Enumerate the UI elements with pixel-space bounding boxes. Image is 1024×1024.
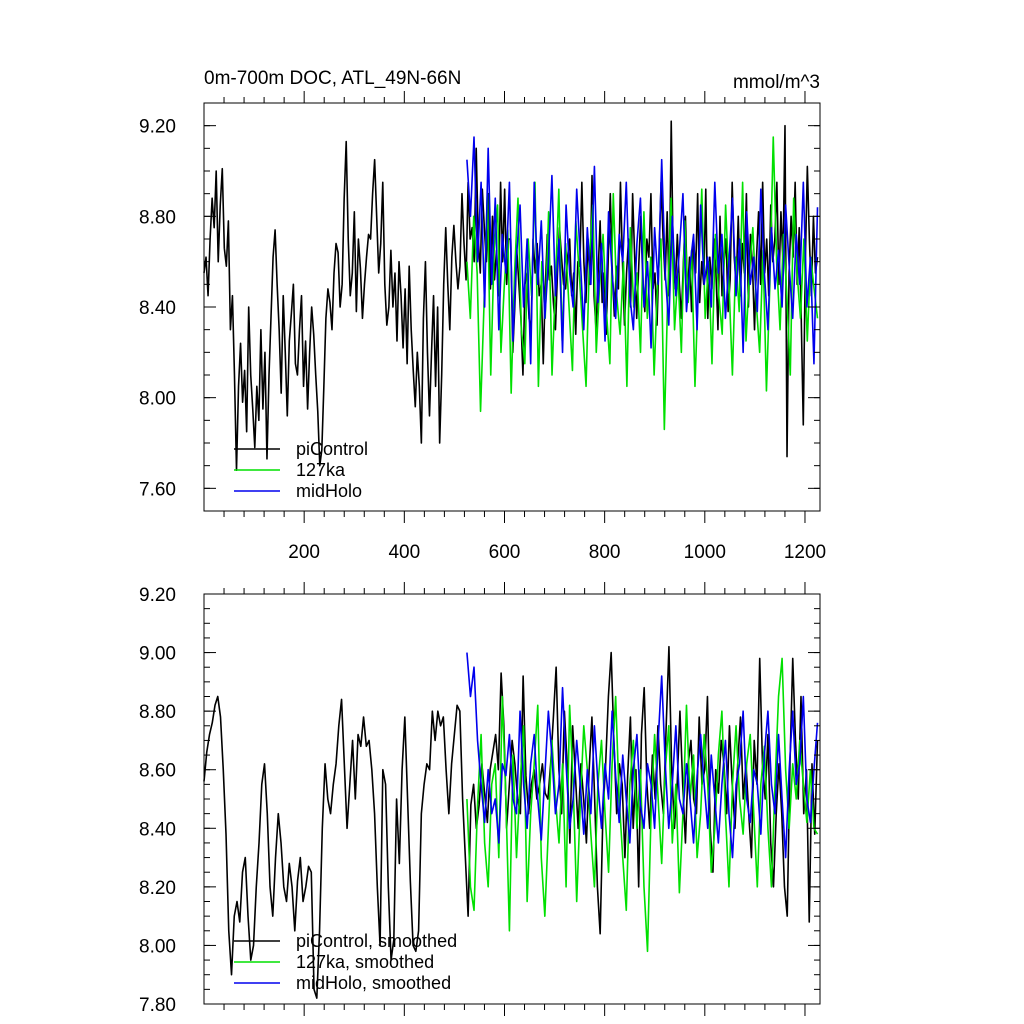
y-tick-label: 8.80 xyxy=(139,207,176,228)
x-tick-label: 600 xyxy=(489,542,521,563)
y-tick-label: 8.00 xyxy=(139,389,176,410)
legend-label: 127ka xyxy=(296,460,346,480)
y-tick-label: 8.20 xyxy=(139,878,176,899)
x-tick-label: 800 xyxy=(589,542,621,563)
x-tick-label: 200 xyxy=(288,542,320,563)
series-line-picontrol xyxy=(203,120,819,472)
top-panel-chart: 0m-700m DOC, ATL_49N-66N mmol/m^3 9.20 8.… xyxy=(139,68,826,563)
legend-label: 127ka, smoothed xyxy=(296,952,434,972)
x-tick-label: 400 xyxy=(388,542,420,563)
series-line-127ka xyxy=(466,136,819,431)
bottom-panel-axes: 9.20 9.00 8.80 8.60 8.40 8.20 8.00 7.80 xyxy=(139,582,820,1016)
y-tick-label: 8.40 xyxy=(139,819,176,840)
y-tick-label: 7.80 xyxy=(139,995,176,1016)
y-tick-label: 7.60 xyxy=(139,479,176,500)
y-tick-label: 8.60 xyxy=(139,761,176,782)
x-tick-label: 1200 xyxy=(784,542,826,563)
y-tick-label: 8.00 xyxy=(139,936,176,957)
series-line-127ka xyxy=(466,657,819,953)
y-tick-label: 9.20 xyxy=(139,585,176,606)
y-tick-label: 9.00 xyxy=(139,644,176,665)
x-tick-label: 1000 xyxy=(684,542,726,563)
series-line-midholo xyxy=(466,652,819,859)
y-tick-label: 8.80 xyxy=(139,702,176,723)
top-panel-series xyxy=(203,120,819,472)
top-panel-units: mmol/m^3 xyxy=(733,72,820,93)
series-line-midholo xyxy=(466,136,819,365)
top-panel-title: 0m-700m DOC, ATL_49N-66N xyxy=(204,68,461,89)
y-tick-label: 9.20 xyxy=(139,117,176,138)
bottom-panel-chart: 9.20 9.00 8.80 8.60 8.40 8.20 8.00 7.80 piContr… xyxy=(139,582,821,1016)
top-panel-axes: 9.20 8.80 8.40 8.00 7.60 200 400 600 800 1000 1200 xyxy=(139,91,826,563)
bottom-panel-series xyxy=(203,645,819,999)
legend-label: piControl, smoothed xyxy=(296,931,457,951)
legend-label: midHolo xyxy=(296,481,362,501)
y-tick-label: 8.40 xyxy=(139,298,176,319)
legend-label: piControl xyxy=(296,439,368,459)
legend-label: midHolo, smoothed xyxy=(296,973,451,993)
